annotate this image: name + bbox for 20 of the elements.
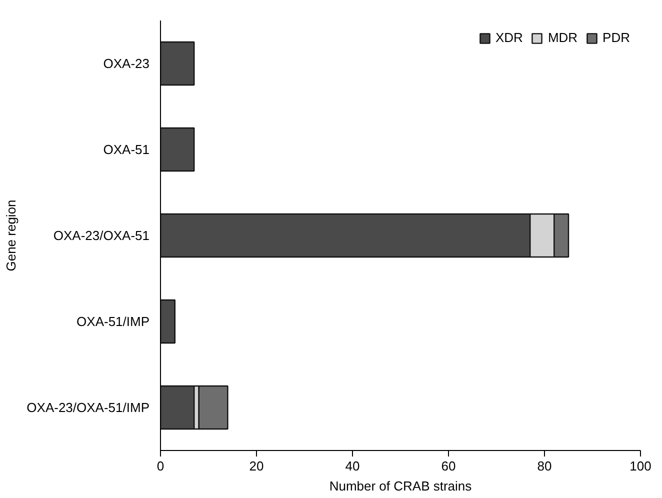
bar <box>160 385 195 430</box>
x-tick-label: 20 <box>249 458 264 474</box>
legend-label: PDR <box>602 30 630 45</box>
bar <box>160 41 195 86</box>
legend-label: XDR <box>495 30 523 45</box>
y-tick-label: OXA-51/IMP <box>76 314 150 329</box>
x-tick-label: 0 <box>156 458 164 474</box>
x-tick-label: 100 <box>630 458 652 474</box>
x-tick-label: 80 <box>537 458 552 474</box>
y-tick-label: OXA-23 <box>103 56 150 71</box>
legend-label: MDR <box>548 30 578 45</box>
y-tick-label: OXA-23/OXA-51 <box>53 228 150 243</box>
y-tick-label: OXA-23/OXA-51/IMP <box>26 400 150 415</box>
x-axis-title: Number of CRAB strains <box>329 478 472 494</box>
bar <box>160 299 176 344</box>
x-tick-label: 60 <box>441 458 456 474</box>
bar <box>160 127 195 172</box>
y-tick-label: OXA-51 <box>103 142 150 157</box>
x-tick-label: 40 <box>345 458 360 474</box>
y-axis-title: Gene region <box>4 200 19 272</box>
